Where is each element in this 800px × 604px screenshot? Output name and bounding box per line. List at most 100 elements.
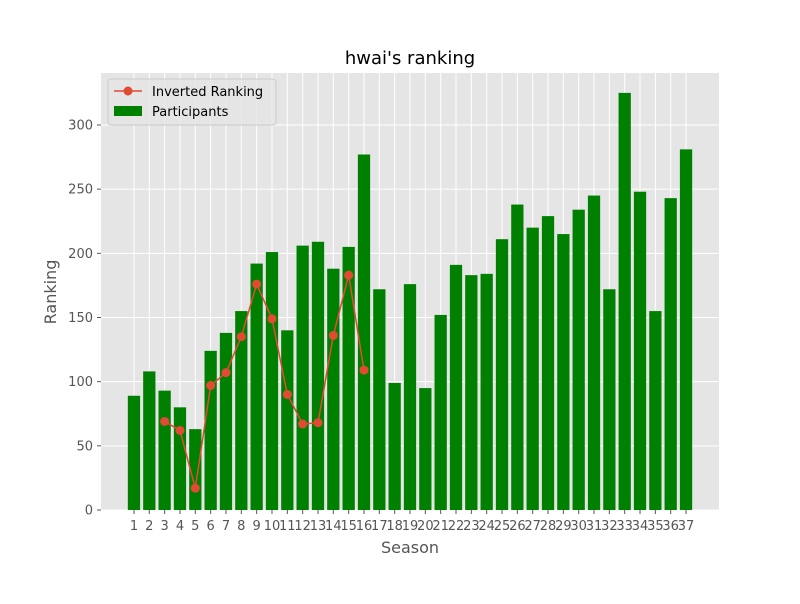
inverted-ranking-point-season-14 (328, 330, 338, 340)
bar-participants-season-3 (158, 390, 171, 510)
legend-bar-swatch (114, 106, 142, 116)
bar-participants-season-6 (204, 350, 217, 510)
bar-participants-season-7 (219, 332, 233, 510)
bar-participants-season-31 (587, 195, 601, 510)
bar-participants-season-33 (618, 92, 631, 510)
inverted-ranking-point-season-4 (175, 425, 185, 435)
x-tick-label: 17 (371, 519, 388, 534)
x-tick-label: 25 (494, 519, 511, 534)
x-tick-label: 21 (432, 519, 449, 534)
x-tick-label: 9 (253, 519, 261, 534)
x-tick-label: 28 (540, 519, 557, 534)
x-tick-label: 15 (340, 519, 357, 534)
bar-participants-season-10 (265, 252, 279, 510)
legend-label-participants: Participants (152, 105, 229, 120)
x-tick-label: 7 (222, 519, 230, 534)
x-tick-label: 36 (662, 519, 679, 534)
x-tick-label: 24 (478, 519, 495, 534)
inverted-ranking-point-season-7 (221, 368, 231, 378)
inverted-ranking-point-season-8 (236, 332, 246, 342)
y-tick-label: 50 (76, 439, 93, 454)
inverted-ranking-point-season-15 (344, 270, 354, 280)
bar-participants-season-28 (541, 216, 555, 510)
bar-participants-season-26 (511, 204, 524, 510)
bar-participants-season-9 (250, 263, 263, 510)
x-tick-label: 16 (356, 519, 373, 534)
x-tick-label: 22 (448, 519, 465, 534)
bar-participants-season-37 (679, 149, 693, 510)
legend-box (107, 78, 277, 126)
bar-participants-season-4 (173, 407, 187, 510)
bar-participants-season-29 (557, 234, 570, 510)
x-tick-label: 13 (310, 519, 327, 534)
x-tick-label: 5 (191, 519, 199, 534)
y-tick-label: 250 (68, 183, 93, 198)
bar-participants-season-18 (388, 382, 401, 510)
x-tick-label: 18 (386, 519, 403, 534)
x-tick-label: 23 (463, 519, 480, 534)
y-tick-label: 0 (85, 504, 93, 519)
y-tick-label: 200 (68, 247, 93, 262)
bar-participants-season-17 (373, 289, 386, 510)
inverted-ranking-point-season-9 (252, 279, 262, 289)
y-axis-label: Ranking (41, 260, 60, 325)
chart-title: hwai's ranking (345, 48, 475, 69)
bar-participants-season-20 (419, 388, 432, 510)
y-tick-label: 100 (68, 375, 93, 390)
x-tick-label: 33 (616, 519, 633, 534)
bar-participants-season-21 (434, 314, 447, 510)
bar-participants-season-27 (526, 227, 539, 510)
x-tick-label: 32 (601, 519, 618, 534)
bar-participants-season-11 (281, 330, 294, 510)
bar-participants-season-8 (235, 311, 248, 510)
x-tick-label: 8 (237, 519, 245, 534)
x-tick-label: 31 (586, 519, 603, 534)
inverted-ranking-point-season-6 (206, 381, 216, 391)
x-tick-label: 10 (264, 519, 281, 534)
x-tick-label: 1 (130, 519, 138, 534)
bar-participants-season-34 (633, 191, 647, 510)
x-tick-label: 29 (555, 519, 572, 534)
x-tick-label: 4 (176, 519, 184, 534)
legend-label-inverted-ranking: Inverted Ranking (152, 85, 263, 100)
y-tick-label: 150 (68, 311, 93, 326)
x-tick-label: 30 (570, 519, 587, 534)
x-tick-label: 19 (402, 519, 419, 534)
bar-participants-season-22 (449, 264, 463, 510)
legend-marker-swatch (123, 86, 133, 96)
x-axis-label: Season (381, 538, 439, 557)
bar-participants-season-36 (664, 198, 677, 511)
bar-participants-season-15 (342, 246, 355, 510)
x-tick-label: 34 (632, 519, 649, 534)
inverted-ranking-point-season-16 (359, 365, 369, 375)
inverted-ranking-point-season-10 (267, 314, 277, 324)
inverted-ranking-point-season-5 (190, 483, 200, 493)
bar-participants-season-32 (603, 289, 616, 510)
bar-participants-season-24 (480, 273, 493, 510)
inverted-ranking-point-season-3 (160, 416, 170, 426)
bar-participants-season-13 (311, 241, 325, 510)
bar-participants-season-30 (572, 209, 585, 511)
x-tick-label: 3 (160, 519, 168, 534)
x-tick-label: 26 (509, 519, 526, 534)
inverted-ranking-point-season-12 (298, 419, 308, 429)
bar-participants-season-19 (403, 284, 417, 510)
bar-participants-season-1 (127, 395, 141, 510)
x-tick-label: 12 (294, 519, 311, 534)
x-tick-label: 35 (647, 519, 664, 534)
bar-participants-season-23 (465, 275, 478, 510)
bar-participants-season-35 (649, 311, 662, 510)
inverted-ranking-point-season-11 (282, 389, 292, 399)
x-tick-label: 2 (145, 519, 153, 534)
inverted-ranking-point-season-13 (313, 418, 323, 428)
x-tick-label: 37 (678, 519, 695, 534)
x-tick-label: 14 (325, 519, 342, 534)
x-tick-label: 20 (417, 519, 434, 534)
bar-participants-season-2 (143, 371, 156, 510)
x-tick-label: 27 (524, 519, 541, 534)
x-tick-label: 6 (207, 519, 215, 534)
legend: Inverted Ranking Participants (107, 78, 277, 126)
x-tick-label: 11 (279, 519, 296, 534)
bar-participants-season-16 (357, 154, 371, 510)
